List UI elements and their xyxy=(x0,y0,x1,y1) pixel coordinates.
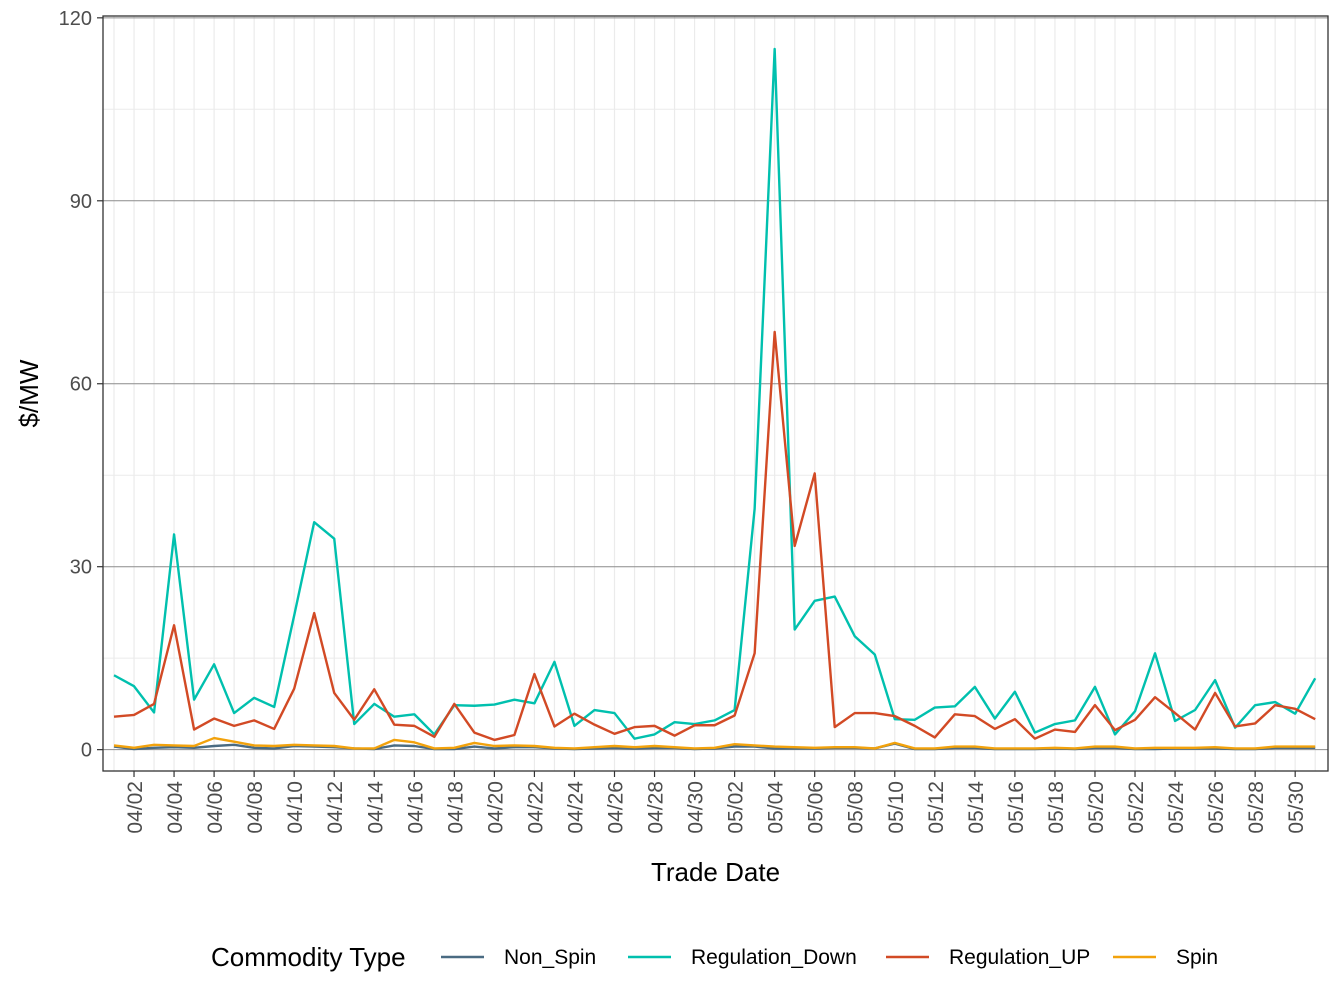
x-tick-label: 05/02 xyxy=(725,781,748,834)
x-tick-label: 04/22 xyxy=(524,781,547,834)
y-axis-title: $/MW xyxy=(14,359,44,427)
x-tick-label: 05/28 xyxy=(1245,781,1268,834)
x-tick-label: 05/04 xyxy=(765,781,788,834)
x-tick-label: 05/22 xyxy=(1125,781,1148,834)
x-tick-label: 04/06 xyxy=(204,781,227,834)
y-tick-label: 90 xyxy=(70,191,92,213)
x-tick-label: 04/30 xyxy=(685,781,708,834)
x-tick-label: 05/10 xyxy=(885,781,908,834)
legend-label-non-spin: Non_Spin xyxy=(504,946,596,969)
x-tick-label: 05/26 xyxy=(1205,781,1228,834)
x-tick-label: 04/24 xyxy=(564,781,587,834)
y-tick-label: 120 xyxy=(59,8,92,30)
x-tick-label: 04/26 xyxy=(605,781,628,834)
y-tick-label: 30 xyxy=(70,557,92,579)
x-tick-label: 05/12 xyxy=(925,781,948,834)
x-tick-label: 04/28 xyxy=(645,781,668,834)
x-axis-title: Trade Date xyxy=(651,857,780,887)
series-line-regulation-down xyxy=(113,47,1317,740)
x-tick-label: 05/08 xyxy=(845,781,868,834)
legend-label-regulation-down: Regulation_Down xyxy=(691,946,857,969)
minor-y-gridlines xyxy=(103,108,1328,659)
series-line-spin xyxy=(113,736,1316,750)
legend-label-regulation-up: Regulation_UP xyxy=(949,946,1090,969)
x-tick-label: 05/14 xyxy=(965,781,988,834)
y-tick-label: 60 xyxy=(70,374,92,396)
y-tick-label: 0 xyxy=(81,740,92,762)
series-lines xyxy=(113,47,1317,751)
x-tick-label: 04/20 xyxy=(484,781,507,834)
x-axis: 04/02 04/04 04/06 04/08 04/10 04/12 04/14 04/16… xyxy=(124,771,1308,834)
y-axis: 0 30 60 90 120 xyxy=(59,8,103,762)
x-tick-label: 04/10 xyxy=(284,781,307,834)
x-tick-label: 04/12 xyxy=(324,781,347,834)
x-tick-label: 04/14 xyxy=(364,781,387,834)
major-y-gridlines xyxy=(103,17,1328,751)
x-tick-label: 05/30 xyxy=(1285,781,1308,834)
minor-x-gridlines xyxy=(113,16,1316,771)
x-tick-label: 04/02 xyxy=(124,781,147,834)
x-tick-label: 04/18 xyxy=(444,781,467,834)
series-line-regulation-up xyxy=(113,330,1316,742)
x-tick-label: 05/16 xyxy=(1005,781,1028,834)
plot-border xyxy=(102,15,1329,772)
legend-title: Commodity Type xyxy=(211,942,406,972)
x-tick-label: 05/18 xyxy=(1045,781,1068,834)
x-tick-label: 05/24 xyxy=(1165,781,1188,834)
legend-label-spin: Spin xyxy=(1176,946,1218,969)
x-tick-label: 04/16 xyxy=(404,781,427,834)
plot-panel xyxy=(103,16,1328,771)
x-tick-label: 04/08 xyxy=(244,781,267,834)
x-tick-label: 04/04 xyxy=(164,781,187,834)
x-tick-label: 05/06 xyxy=(805,781,828,834)
legend: Commodity Type Non_Spin Regulation_Down Re… xyxy=(211,942,1218,972)
x-tick-label: 05/20 xyxy=(1085,781,1108,834)
